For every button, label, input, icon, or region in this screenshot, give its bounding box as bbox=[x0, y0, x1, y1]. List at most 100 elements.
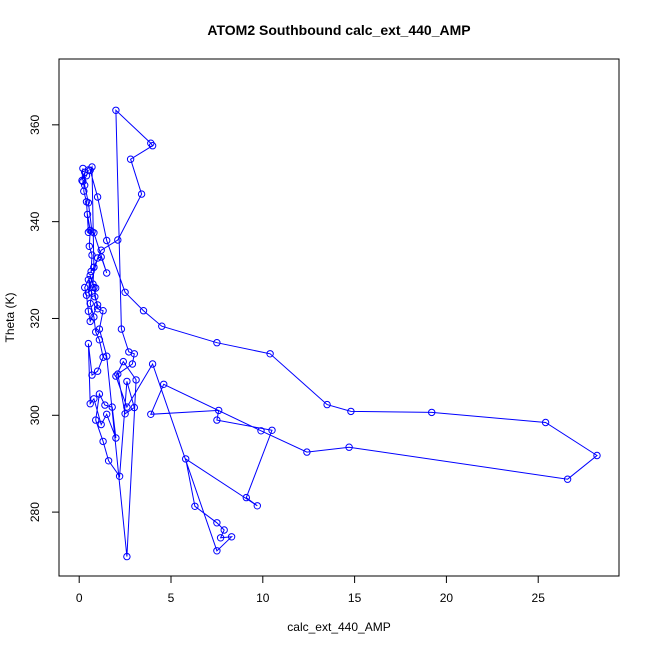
data-point bbox=[93, 193, 102, 201]
x-tick-label: 25 bbox=[532, 591, 546, 605]
y-tick-label: 300 bbox=[28, 405, 42, 425]
data-point bbox=[125, 348, 133, 356]
data-point bbox=[268, 426, 276, 434]
x-axis: 0 5 10 15 20 25 bbox=[76, 575, 546, 605]
data-point bbox=[123, 403, 131, 411]
x-tick-label: 20 bbox=[440, 591, 454, 605]
series-points bbox=[78, 106, 601, 561]
series-line bbox=[81, 109, 598, 557]
data-point bbox=[148, 142, 157, 150]
data-point bbox=[112, 106, 120, 115]
data-point bbox=[123, 552, 131, 561]
data-point bbox=[428, 408, 436, 417]
data-point bbox=[99, 353, 107, 361]
data-point bbox=[213, 519, 221, 527]
data-point bbox=[121, 288, 129, 296]
data-point bbox=[90, 263, 98, 271]
data-point bbox=[79, 164, 87, 173]
data-point bbox=[93, 301, 102, 309]
x-tick-label: 15 bbox=[348, 591, 362, 605]
data-point bbox=[323, 400, 331, 409]
data-point bbox=[81, 181, 89, 190]
data-point bbox=[115, 472, 124, 480]
data-point bbox=[95, 325, 104, 333]
data-point bbox=[191, 502, 199, 510]
data-point bbox=[84, 199, 93, 207]
data-point bbox=[114, 236, 122, 244]
data-point bbox=[92, 416, 100, 424]
data-point bbox=[101, 401, 109, 409]
data-point bbox=[93, 367, 102, 375]
data-point bbox=[86, 299, 94, 308]
series-path bbox=[81, 109, 598, 557]
data-point bbox=[160, 380, 168, 388]
data-point bbox=[213, 416, 221, 424]
data-point bbox=[84, 339, 93, 348]
data-point bbox=[104, 457, 113, 465]
data-point bbox=[541, 418, 550, 427]
data-point bbox=[137, 190, 146, 198]
y-tick-label: 360 bbox=[28, 115, 42, 135]
data-point bbox=[266, 350, 274, 358]
data-point bbox=[213, 547, 221, 555]
data-point bbox=[83, 210, 92, 219]
data-point bbox=[84, 307, 93, 315]
data-point bbox=[563, 475, 572, 483]
data-point bbox=[148, 360, 157, 368]
data-point bbox=[215, 406, 223, 415]
data-point bbox=[88, 228, 96, 236]
data-point bbox=[123, 377, 131, 386]
y-axis-label: Theta (K) bbox=[3, 292, 17, 342]
data-point bbox=[253, 502, 261, 510]
data-point bbox=[121, 410, 129, 418]
x-tick-label: 5 bbox=[168, 591, 175, 605]
data-point bbox=[86, 317, 94, 326]
data-point bbox=[147, 410, 155, 418]
data-point bbox=[84, 289, 93, 297]
y-tick-label: 280 bbox=[28, 502, 42, 522]
data-point bbox=[103, 269, 111, 277]
data-point bbox=[86, 226, 94, 235]
data-point bbox=[86, 400, 94, 408]
data-point bbox=[103, 352, 111, 360]
data-point bbox=[216, 534, 225, 542]
y-tick-label: 320 bbox=[28, 308, 42, 328]
data-point bbox=[139, 307, 148, 315]
data-point bbox=[112, 372, 120, 380]
data-point bbox=[132, 376, 140, 384]
data-point bbox=[242, 493, 251, 502]
data-point bbox=[85, 242, 94, 251]
data-point bbox=[119, 357, 128, 366]
y-axis: 280 300 320 340 360 bbox=[28, 115, 60, 522]
data-point bbox=[345, 443, 353, 451]
data-point bbox=[90, 395, 98, 403]
data-point bbox=[103, 236, 111, 245]
data-point bbox=[84, 166, 93, 174]
data-point bbox=[128, 360, 137, 368]
data-point bbox=[126, 155, 135, 163]
data-point bbox=[130, 403, 139, 412]
data-point bbox=[220, 526, 228, 534]
data-point bbox=[88, 251, 96, 259]
data-point bbox=[347, 407, 355, 416]
chart-title: ATOM2 Southbound calc_ext_440_AMP bbox=[207, 22, 470, 38]
data-point bbox=[593, 451, 601, 460]
data-point bbox=[112, 434, 120, 442]
data-point bbox=[158, 322, 166, 330]
data-point bbox=[257, 427, 265, 435]
data-point bbox=[97, 420, 105, 429]
data-point bbox=[213, 339, 221, 347]
data-point bbox=[84, 228, 93, 237]
data-point bbox=[99, 437, 107, 446]
data-point bbox=[93, 254, 102, 262]
plot-frame bbox=[58, 58, 620, 577]
y-tick-label: 340 bbox=[28, 211, 42, 231]
data-point bbox=[182, 455, 190, 463]
x-axis-label: calc_ext_440_AMP bbox=[287, 620, 390, 634]
data-point bbox=[93, 305, 102, 313]
data-point bbox=[88, 371, 96, 379]
x-tick-label: 10 bbox=[256, 591, 270, 605]
data-point bbox=[108, 403, 116, 411]
data-point bbox=[84, 276, 93, 284]
